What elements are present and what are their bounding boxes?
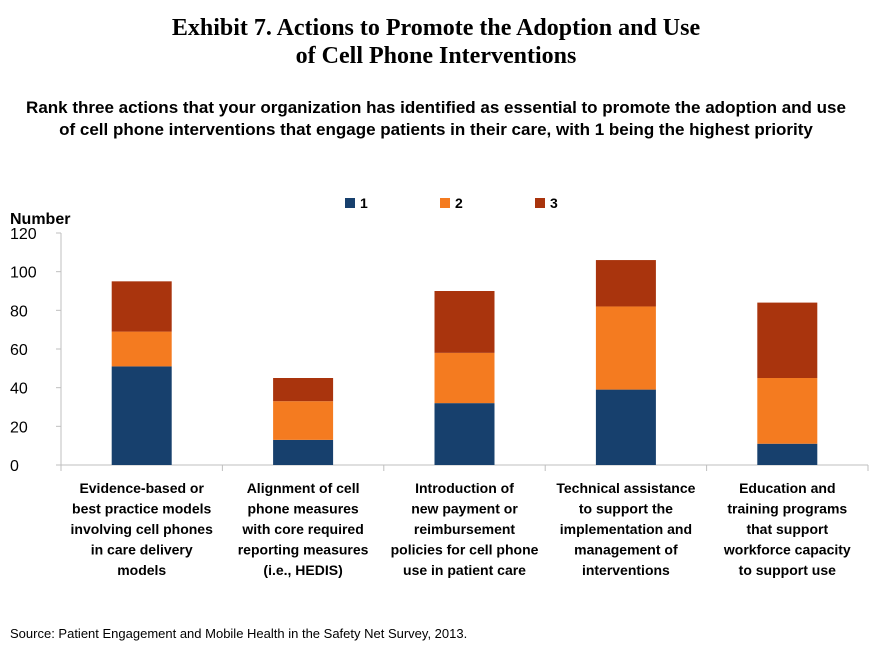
x-category-label-line: Education and <box>739 480 835 496</box>
x-category-label-line: interventions <box>582 562 670 578</box>
legend-swatch-3 <box>535 198 545 208</box>
x-category-label-line: with core required <box>241 521 363 537</box>
x-category-label: Education and training programs that suppo… <box>723 480 851 578</box>
x-category-label: Technical assistance to support the implem… <box>556 480 695 578</box>
bar-segment-1-2 <box>273 439 334 465</box>
y-tick-label: 60 <box>10 342 28 359</box>
x-category-label: Alignment of cell phone measures with core… <box>238 480 369 578</box>
x-category-label-line: policies for cell phone <box>391 542 539 558</box>
bar-segment-3-1 <box>111 281 172 332</box>
y-tick-label: 120 <box>10 226 37 243</box>
x-category-label-line: implementation and <box>560 521 692 537</box>
legend-label-3: 3 <box>550 195 558 211</box>
x-category-label-line: models <box>117 562 166 578</box>
bar-segment-2-5 <box>757 378 818 444</box>
y-tick-label: 0 <box>10 458 19 475</box>
chart-title-line-2: of Cell Phone Interventions <box>295 43 577 69</box>
bar-segment-1-4 <box>595 389 656 465</box>
chart-subtitle: Rank three actions that your organizatio… <box>0 97 872 141</box>
bar-segment-2-1 <box>111 331 172 367</box>
chart-title: Exhibit 7. Actions to Promote the Adopti… <box>0 14 872 70</box>
bar-segment-3-5 <box>757 302 818 378</box>
y-tick-label: 20 <box>10 419 28 436</box>
x-category-label-line: (i.e., HEDIS) <box>263 562 342 578</box>
x-category-label-line: Evidence-based or <box>79 480 204 496</box>
x-category-label-line: Alignment of cell <box>247 480 360 496</box>
x-category-label-line: use in patient care <box>403 562 526 578</box>
legend-swatch-1 <box>345 198 355 208</box>
x-category-label-line: Introduction of <box>415 480 514 496</box>
x-category-label-line: that support <box>746 521 828 537</box>
x-category-label-line: reporting measures <box>238 542 369 558</box>
y-tick-label: 80 <box>10 303 28 320</box>
x-category-label-line: to support the <box>579 501 673 517</box>
y-tick-label: 40 <box>10 381 28 398</box>
bar-segment-3-2 <box>273 378 334 402</box>
bar-segment-1-1 <box>111 366 172 465</box>
x-category-label-line: new payment or <box>411 501 518 517</box>
bar-segment-2-4 <box>595 306 656 390</box>
x-category-label-line: training programs <box>727 501 847 517</box>
y-axis-title: Number <box>10 211 70 228</box>
bar-segment-1-3 <box>434 403 495 465</box>
chart-title-line-1: Exhibit 7. Actions to Promote the Adopti… <box>171 15 701 41</box>
x-category-label-line: reimbursement <box>414 521 515 537</box>
legend-label-2: 2 <box>455 195 463 211</box>
x-category-label: Evidence-based or best practice models inv… <box>71 480 214 578</box>
bar-segment-2-2 <box>273 401 334 440</box>
x-category-label-line: involving cell phones <box>71 521 214 537</box>
x-category-label-line: Technical assistance <box>556 480 695 496</box>
x-category-label: Introduction of new payment or reimburseme… <box>391 480 539 578</box>
bar-segment-1-5 <box>757 443 818 465</box>
legend-swatch-2 <box>440 198 450 208</box>
x-category-label-line: management of <box>574 542 678 558</box>
x-category-label-line: phone measures <box>247 501 358 517</box>
chart-subtitle-line-2: of cell phone interventions that engage … <box>59 120 813 139</box>
bar-segment-2-3 <box>434 352 495 404</box>
bar-segment-3-4 <box>595 260 656 307</box>
x-category-label-line: workforce capacity <box>723 542 851 558</box>
source-note: Source: Patient Engagement and Mobile He… <box>10 626 468 641</box>
legend-label-1: 1 <box>360 195 368 211</box>
x-category-label-line: best practice models <box>72 501 211 517</box>
x-category-label-line: to support use <box>739 562 836 578</box>
bar-segment-3-3 <box>434 291 495 353</box>
x-category-label-line: in care delivery <box>91 542 193 558</box>
y-tick-label: 100 <box>10 265 37 282</box>
chart-subtitle-line-1: Rank three actions that your organizatio… <box>26 98 846 117</box>
stacked-bar-chart: Number 0 20 40 60 80 100 120 Evidence-based or be… <box>10 195 869 578</box>
